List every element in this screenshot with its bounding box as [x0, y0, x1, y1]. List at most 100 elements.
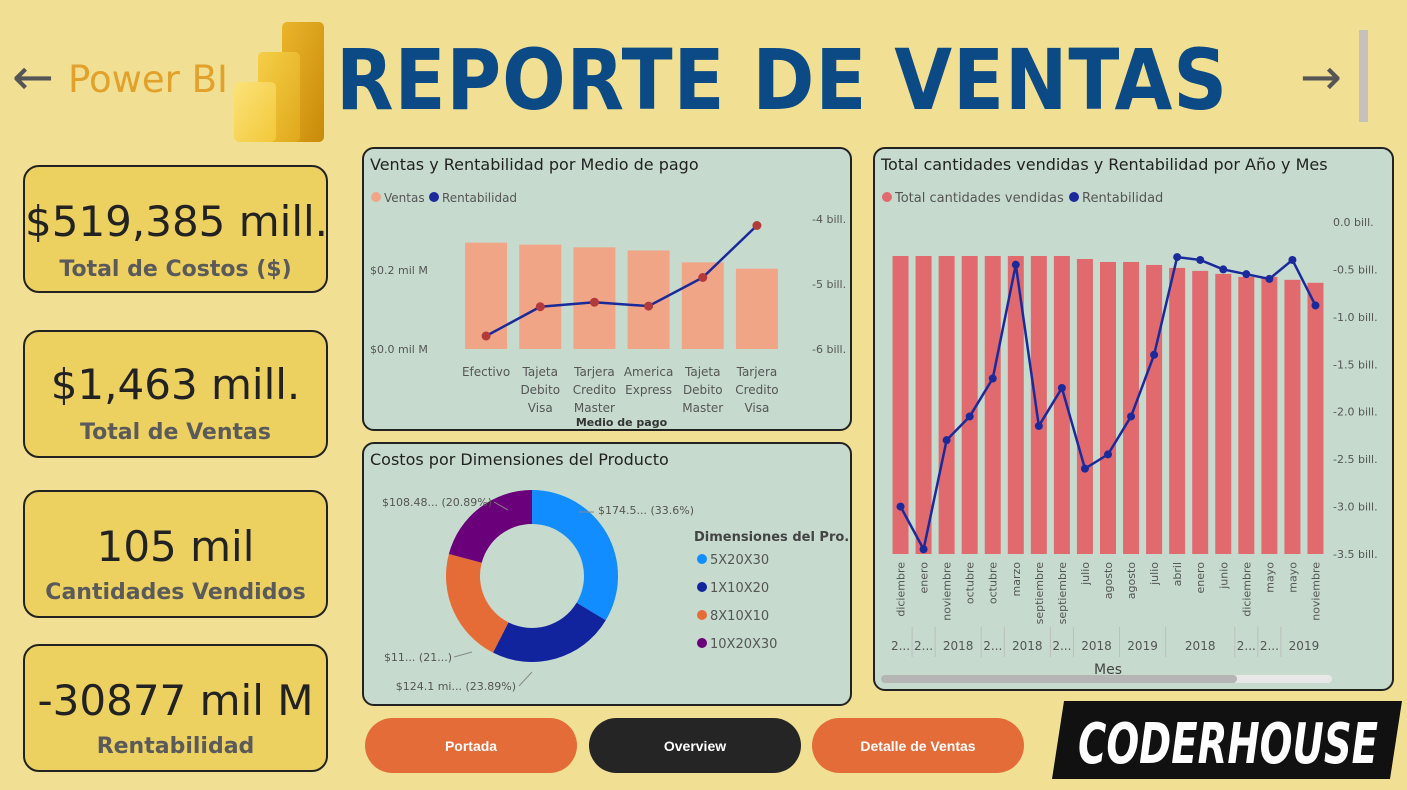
back-arrow-icon[interactable]: ←	[12, 48, 54, 106]
point-rentabilidad	[896, 502, 905, 511]
bar-cantidades	[1261, 276, 1278, 554]
legend-label: 1X10X20	[710, 581, 769, 596]
legend-marker-rentabilidad	[429, 192, 439, 202]
x-tick-label: Visa	[528, 401, 553, 415]
bar-cantidades	[1007, 256, 1024, 554]
kpi-value: 105 mil	[96, 522, 255, 571]
bar-cantidades	[984, 256, 1001, 554]
x-tick-year: 2...	[914, 639, 933, 653]
x-tick-label: Master	[682, 401, 723, 415]
x-tick-month: mayo	[1286, 562, 1299, 593]
point-rentabilidad	[1104, 450, 1112, 459]
x-tick-year: 2018	[1185, 639, 1216, 653]
x-tick-label: Debito	[520, 383, 560, 397]
x-tick-month: julio	[1148, 562, 1161, 586]
point-rentabilidad	[1219, 265, 1228, 274]
bar-cantidades	[1053, 256, 1070, 554]
x-tick-month: septiembre	[1056, 562, 1069, 625]
donut-data-label: $174.5... (33.6%)	[598, 504, 694, 517]
leader-line	[453, 651, 473, 658]
donut-data-label: $124.1 mi... (23.89%)	[396, 680, 516, 693]
x-tick-year: 2019	[1127, 639, 1158, 653]
x-tick-label: Credito	[573, 383, 616, 397]
donut-slice-1x10x20	[493, 602, 606, 662]
bar-cantidades	[961, 256, 978, 554]
x-tick-month: enero	[1194, 562, 1207, 594]
scrollbar-thumb[interactable]	[881, 675, 1237, 683]
point-rentabilidad	[942, 436, 951, 445]
y-right-tick: -6 bill.	[812, 343, 846, 356]
y-right-tick: -2.0 bill.	[1333, 406, 1378, 419]
point-rentabilidad	[535, 302, 545, 312]
horizontal-scrollbar[interactable]	[881, 675, 1332, 683]
legend-marker-ventas	[371, 192, 381, 202]
bar-cantidades	[938, 256, 955, 554]
forward-arrow-icon[interactable]: →	[1300, 48, 1342, 106]
x-tick-label: America	[624, 365, 674, 379]
chart-cantidades-ano-mes[interactable]: Total cantidades vendidas y Rentabilidad…	[873, 147, 1394, 691]
point-rentabilidad	[589, 297, 599, 307]
chart-canvas: Total cantidades vendidas Rentabilidad 0.0…	[882, 191, 1378, 678]
x-tick-label: Tarjera	[736, 365, 778, 379]
y-right-tick: -1.0 bill.	[1333, 311, 1378, 324]
kpi-value: $519,385 mill.	[25, 197, 329, 246]
portada-button[interactable]: Portada	[365, 718, 577, 773]
bar-cantidades	[892, 256, 909, 554]
kpi-label: Total de Ventas	[80, 420, 271, 445]
detalle-ventas-button[interactable]: Detalle de Ventas	[812, 718, 1024, 773]
bar-cantidades	[1123, 261, 1140, 554]
chart-canvas: Ventas Rentabilidad $0.2 mil M $0.0 mil M -4…	[370, 191, 846, 429]
x-tick-month: agosto	[1102, 562, 1115, 599]
bar-cantidades	[915, 256, 932, 554]
chart-costos-dimensiones[interactable]: Costos por Dimensiones del Producto $174…	[362, 442, 852, 706]
x-tick-label: Master	[574, 401, 615, 415]
legend-label: 8X10X10	[710, 609, 769, 624]
x-tick-year: 2...	[891, 639, 910, 653]
donut-slice-8x10x10	[446, 554, 509, 653]
x-tick-year: 2018	[1012, 639, 1043, 653]
y-right-tick: -5 bill.	[812, 278, 846, 291]
point-rentabilidad	[752, 221, 762, 230]
point-rentabilidad	[919, 545, 928, 554]
kpi-card-rentabilidad: -30877 mil M Rentabilidad	[23, 644, 328, 772]
legend-label: 5X20X30	[710, 553, 769, 568]
x-tick-year: 2018	[943, 639, 974, 653]
y-right-tick: -0.5 bill.	[1333, 263, 1378, 276]
point-rentabilidad	[1288, 255, 1297, 264]
bar-ventas	[465, 242, 508, 349]
line-rentabilidad	[485, 224, 758, 338]
x-tick-label: Express	[625, 383, 672, 397]
overview-button[interactable]: Overview	[589, 718, 801, 773]
donut-slice-10x20x30	[448, 490, 532, 563]
kpi-card-total-ventas: $1,463 mill. Total de Ventas	[23, 330, 328, 458]
x-tick-month: diciembre	[1240, 562, 1253, 617]
point-rentabilidad	[1311, 301, 1320, 310]
coderhouse-logo: CODERHOUSE	[1052, 701, 1402, 779]
point-rentabilidad	[1265, 274, 1274, 283]
x-tick-label: Debito	[683, 383, 723, 397]
x-axis-label: Medio de pago	[576, 416, 668, 429]
point-rentabilidad	[1034, 421, 1043, 430]
x-tick-month: abril	[1171, 562, 1184, 586]
bar-ventas	[735, 268, 778, 349]
point-rentabilidad	[965, 412, 974, 421]
y-left-tick: $0.2 mil M	[370, 264, 428, 277]
x-tick-label: Efectivo	[462, 365, 510, 379]
bar-cantidades	[1284, 279, 1301, 554]
point-rentabilidad	[988, 374, 997, 383]
x-tick-month: julio	[1079, 562, 1092, 586]
x-tick-month: junio	[1217, 562, 1230, 590]
y-right-tick: -4 bill.	[812, 213, 846, 226]
point-rentabilidad	[1196, 255, 1205, 264]
kpi-label: Cantidades Vendidos	[45, 580, 306, 605]
bar-cantidades	[1030, 256, 1047, 554]
legend-marker	[697, 554, 707, 564]
x-tick-year: 2...	[1237, 639, 1256, 653]
legend-marker	[697, 582, 707, 592]
bar-cantidades	[1238, 276, 1255, 554]
bar-cantidades	[1146, 264, 1163, 554]
chart-ventas-medio-pago[interactable]: Ventas y Rentabilidad por Medio de pago …	[362, 147, 852, 431]
power-bi-label: Power BI	[68, 58, 228, 101]
legend-label-cantidades: Total cantidades vendidas	[894, 191, 1064, 206]
power-bi-logo-icon	[234, 22, 324, 142]
